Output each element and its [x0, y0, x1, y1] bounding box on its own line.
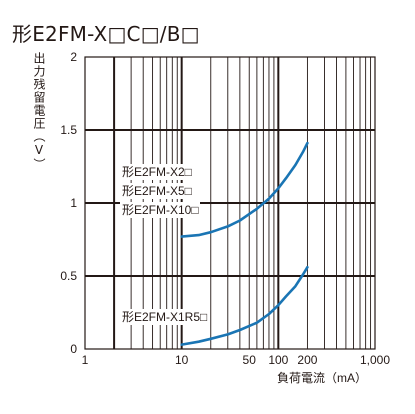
page-title: 形E2FM-X□C□/B□	[12, 22, 200, 46]
series-label: 形E2FM-X5□	[122, 184, 192, 198]
x-axis-label: 負荷電流（mA）	[277, 371, 367, 385]
series-label: 形E2FM-X2□	[122, 165, 192, 179]
series-line-1	[180, 141, 309, 238]
series-label-background	[120, 164, 193, 180]
x-tick-label: 200	[297, 353, 317, 367]
plot-frame	[84, 56, 376, 350]
x-tick-label: 50	[243, 353, 257, 367]
y-tick-label: 0.5	[60, 269, 77, 283]
series-label: 形E2FM-X1R5□	[122, 310, 207, 324]
x-tick-label: 1,000	[360, 353, 390, 367]
y-axis-label: 出力残留電圧（V）	[32, 52, 46, 171]
x-tick-label: 100	[268, 353, 288, 367]
series-label-background	[120, 202, 200, 218]
series-label-background	[120, 309, 208, 325]
y-tick-label: 2	[70, 50, 77, 64]
series-label-background	[120, 183, 193, 199]
x-tick-label: 1	[82, 353, 89, 367]
x-tick-label: 10	[175, 353, 189, 367]
series-label: 形E2FM-X10□	[122, 203, 199, 217]
y-tick-label: 1	[70, 196, 77, 210]
series-line-2	[180, 265, 309, 346]
y-tick-label: 1.5	[60, 123, 77, 137]
y-tick-label: 0	[70, 342, 77, 356]
